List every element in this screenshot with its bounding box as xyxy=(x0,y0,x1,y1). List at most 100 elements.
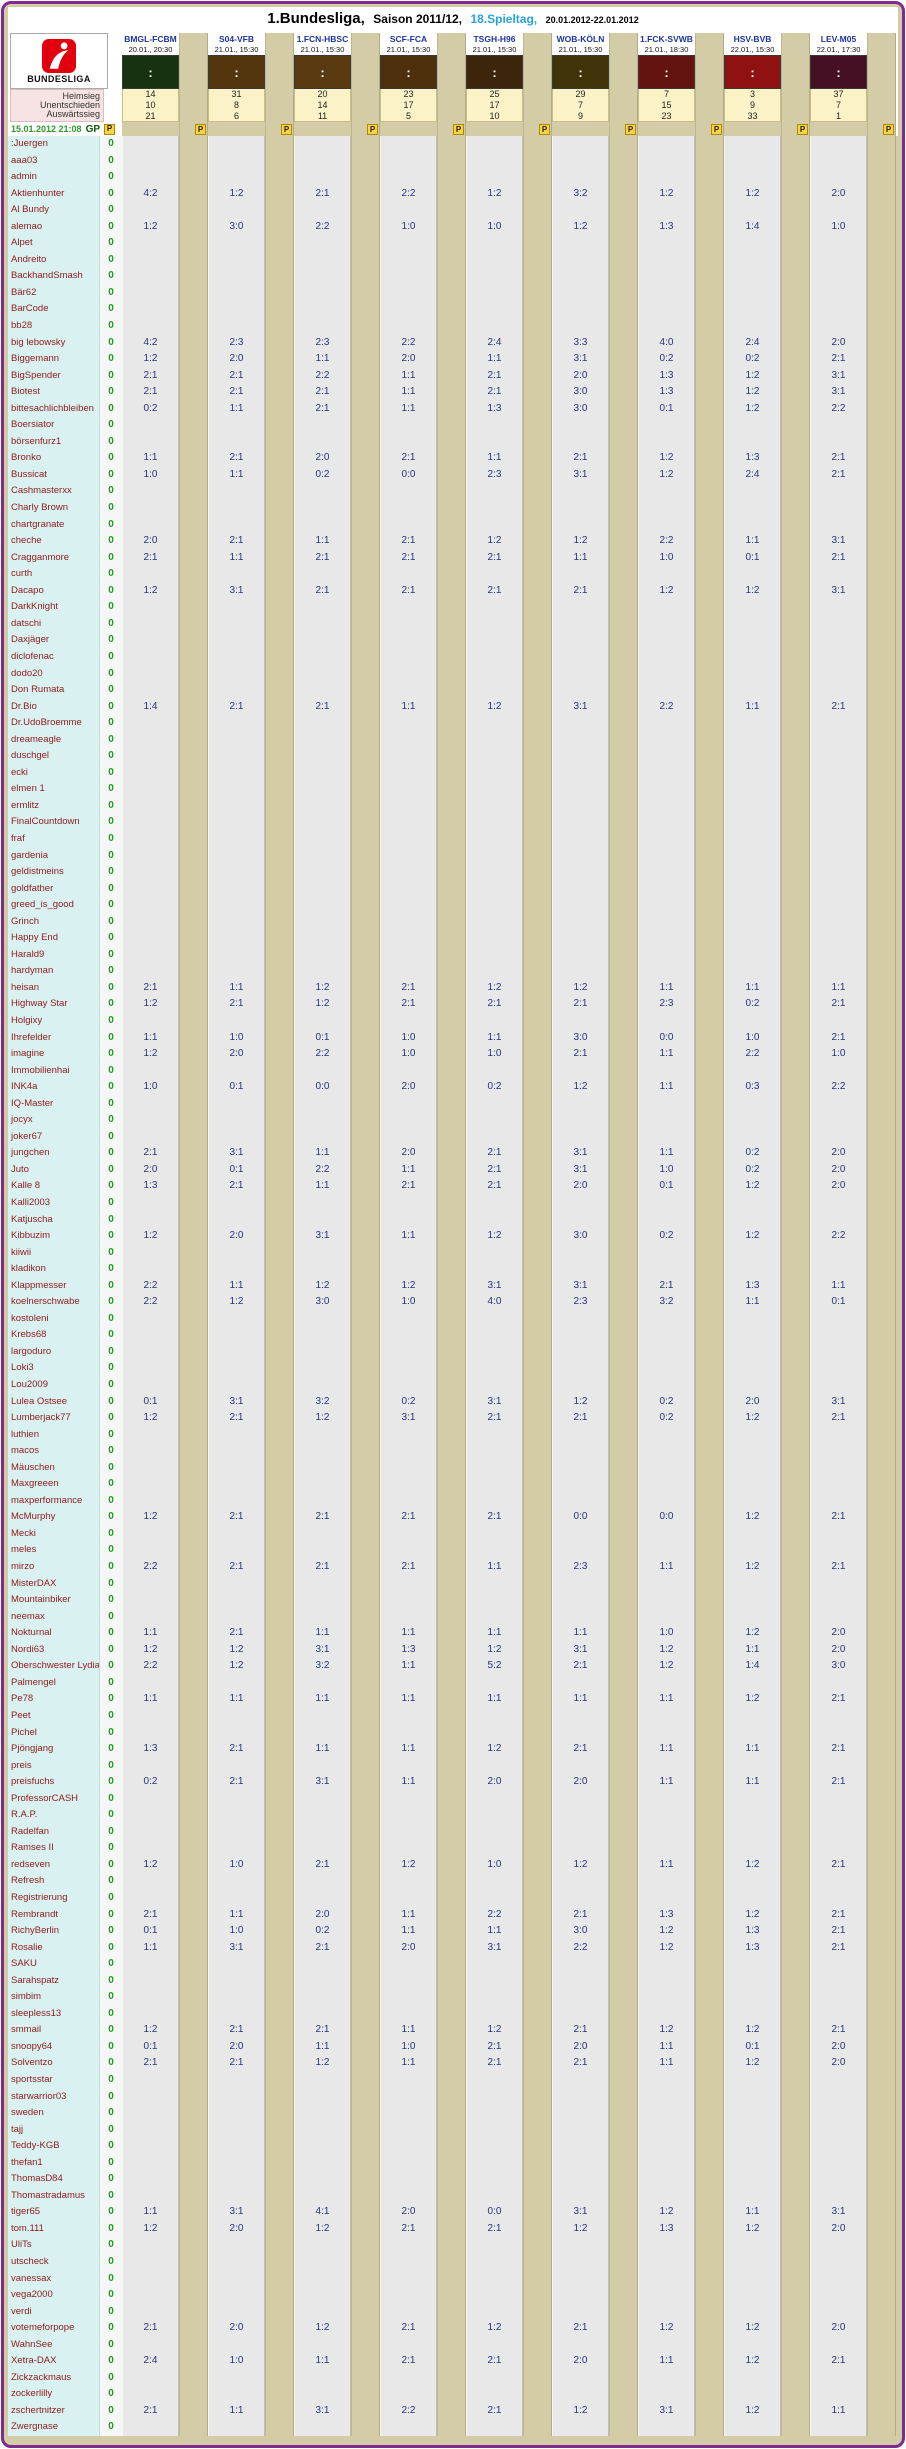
player-name[interactable]: Boersiator xyxy=(8,417,100,434)
player-name[interactable]: meles xyxy=(8,1542,100,1560)
player-name[interactable]: diclofenac xyxy=(8,648,100,666)
player-name[interactable]: big lebowsky xyxy=(8,334,100,352)
player-name[interactable]: Thomastradamus xyxy=(8,2187,100,2205)
player-name[interactable]: starwarrior03 xyxy=(8,2088,100,2106)
player-name[interactable]: Cashmasterxx xyxy=(8,483,100,501)
player-name[interactable]: Al Bundy xyxy=(8,202,100,219)
player-name[interactable]: aaa03 xyxy=(8,152,100,170)
match-teams-label[interactable]: LEV-M05 xyxy=(810,33,867,45)
player-name[interactable]: Mäuschen xyxy=(8,1459,100,1477)
player-name[interactable]: greed_is_good xyxy=(8,897,100,914)
player-name[interactable]: Ramses II xyxy=(8,1840,100,1857)
player-name[interactable]: Nokturnal xyxy=(8,1625,100,1642)
player-name[interactable]: Alpet xyxy=(8,235,100,252)
player-name[interactable]: sweden xyxy=(8,2105,100,2122)
player-name[interactable]: luthien xyxy=(8,1426,100,1444)
player-name[interactable]: hardyman xyxy=(8,963,100,980)
player-name[interactable]: R.A.P. xyxy=(8,1807,100,1824)
player-name[interactable]: preis xyxy=(8,1757,100,1775)
player-name[interactable]: Rosalie xyxy=(8,1939,100,1957)
player-name[interactable]: Sarahspatz xyxy=(8,1972,100,1990)
p-button[interactable]: P xyxy=(883,124,894,135)
player-name[interactable]: :Juergen xyxy=(8,136,100,153)
player-name[interactable]: cheche xyxy=(8,533,100,550)
player-name[interactable]: Dacapo xyxy=(8,582,100,600)
player-name[interactable]: tom.111 xyxy=(8,2220,100,2238)
player-name[interactable]: ThomasD84 xyxy=(8,2171,100,2188)
player-name[interactable]: BigSpender xyxy=(8,367,100,385)
player-name[interactable]: Solventzo xyxy=(8,2055,100,2072)
player-name[interactable]: dreameagle xyxy=(8,731,100,749)
player-name[interactable]: Cragganmore xyxy=(8,549,100,567)
player-name[interactable]: macos xyxy=(8,1443,100,1460)
player-name[interactable]: redseven xyxy=(8,1856,100,1874)
player-name[interactable]: fraf xyxy=(8,830,100,848)
player-name[interactable]: votemeforpope xyxy=(8,2320,100,2337)
p-button[interactable]: P xyxy=(539,124,550,135)
player-name[interactable]: maxperformance xyxy=(8,1492,100,1510)
player-name[interactable]: verdi xyxy=(8,2303,100,2321)
player-name[interactable]: dodo20 xyxy=(8,665,100,683)
player-name[interactable]: curth xyxy=(8,566,100,583)
player-name[interactable]: neemax xyxy=(8,1608,100,1626)
player-name[interactable]: Juto xyxy=(8,1161,100,1179)
p-button[interactable]: P xyxy=(367,124,378,135)
player-name[interactable]: duschgel xyxy=(8,748,100,765)
player-name[interactable]: Kibbuzim xyxy=(8,1228,100,1245)
player-name[interactable]: UliTs xyxy=(8,2237,100,2254)
player-name[interactable]: Biggemann xyxy=(8,351,100,368)
player-name[interactable]: Rembrandt xyxy=(8,1906,100,1924)
p-button[interactable]: P xyxy=(104,123,116,135)
player-name[interactable]: simbim xyxy=(8,1989,100,2006)
player-name[interactable]: IQ-Master xyxy=(8,1095,100,1113)
player-name[interactable]: Daxjäger xyxy=(8,632,100,649)
player-name[interactable]: Dr.Bio xyxy=(8,698,100,716)
player-name[interactable]: admin xyxy=(8,169,100,186)
player-name[interactable]: elmen 1 xyxy=(8,781,100,798)
p-button[interactable]: P xyxy=(195,124,206,135)
player-name[interactable]: heisan xyxy=(8,979,100,997)
player-name[interactable]: BarCode xyxy=(8,301,100,319)
player-name[interactable]: ProfessorCASH xyxy=(8,1790,100,1808)
player-name[interactable]: Bär62 xyxy=(8,284,100,302)
player-name[interactable]: Palmengel xyxy=(8,1674,100,1692)
player-name[interactable]: utscheck xyxy=(8,2254,100,2271)
player-name[interactable]: Aktienhunter xyxy=(8,185,100,203)
player-name[interactable]: Happy End xyxy=(8,930,100,947)
player-name[interactable]: Oberschwester Lydia xyxy=(8,1658,100,1675)
player-name[interactable]: tiger65 xyxy=(8,2204,100,2221)
player-name[interactable]: Lou2009 xyxy=(8,1377,100,1394)
player-name[interactable]: zockerlilly xyxy=(8,2386,100,2403)
player-name[interactable]: largoduro xyxy=(8,1343,100,1361)
player-name[interactable]: Harald9 xyxy=(8,946,100,964)
player-name[interactable]: jocyx xyxy=(8,1112,100,1129)
player-name[interactable]: Registrierung xyxy=(8,1889,100,1907)
player-name[interactable]: börsenfurz1 xyxy=(8,433,100,451)
player-name[interactable]: Bronko xyxy=(8,450,100,467)
player-name[interactable]: Kalli2003 xyxy=(8,1195,100,1212)
match-teams-label[interactable]: S04-VFB xyxy=(208,33,265,45)
player-name[interactable]: vega2000 xyxy=(8,2287,100,2304)
player-name[interactable]: Grinch xyxy=(8,913,100,931)
player-name[interactable]: Ihrefelder xyxy=(8,1029,100,1047)
player-name[interactable]: datschi xyxy=(8,615,100,633)
player-name[interactable]: Xetra-DAX xyxy=(8,2353,100,2370)
player-name[interactable]: Don Rumata xyxy=(8,682,100,699)
player-name[interactable]: jungchen xyxy=(8,1145,100,1162)
match-teams-label[interactable]: BMGL-FCBM xyxy=(122,33,179,45)
player-name[interactable]: Charly Brown xyxy=(8,500,100,517)
player-name[interactable]: sleepless13 xyxy=(8,2005,100,2023)
player-name[interactable]: Loki3 xyxy=(8,1360,100,1378)
player-name[interactable]: FinalCountdown xyxy=(8,814,100,831)
player-name[interactable]: joker67 xyxy=(8,1128,100,1146)
match-teams-label[interactable]: 1.FCN-HBSC xyxy=(294,33,351,45)
match-teams-label[interactable]: 1.FCK-SVWB xyxy=(638,33,695,45)
player-name[interactable]: kostoleni xyxy=(8,1310,100,1328)
player-name[interactable]: SAKU xyxy=(8,1956,100,1973)
player-name[interactable]: vanessax xyxy=(8,2270,100,2288)
player-name[interactable]: Katjuscha xyxy=(8,1211,100,1229)
player-name[interactable]: McMurphy xyxy=(8,1509,100,1526)
player-name[interactable]: kiiwii xyxy=(8,1244,100,1262)
player-name[interactable]: Klappmesser xyxy=(8,1277,100,1295)
player-name[interactable]: RichyBerlin xyxy=(8,1923,100,1940)
